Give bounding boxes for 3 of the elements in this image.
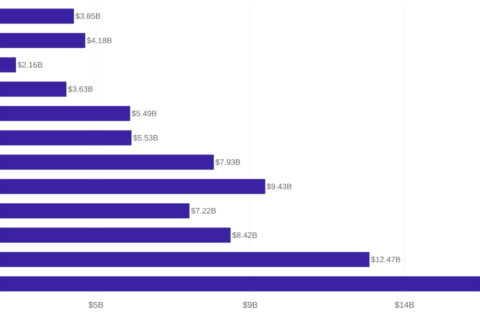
x-tick-label: $5B [88,302,104,308]
x-tick-label: $9B [242,302,258,308]
x-tick-label: $14B [394,302,414,308]
